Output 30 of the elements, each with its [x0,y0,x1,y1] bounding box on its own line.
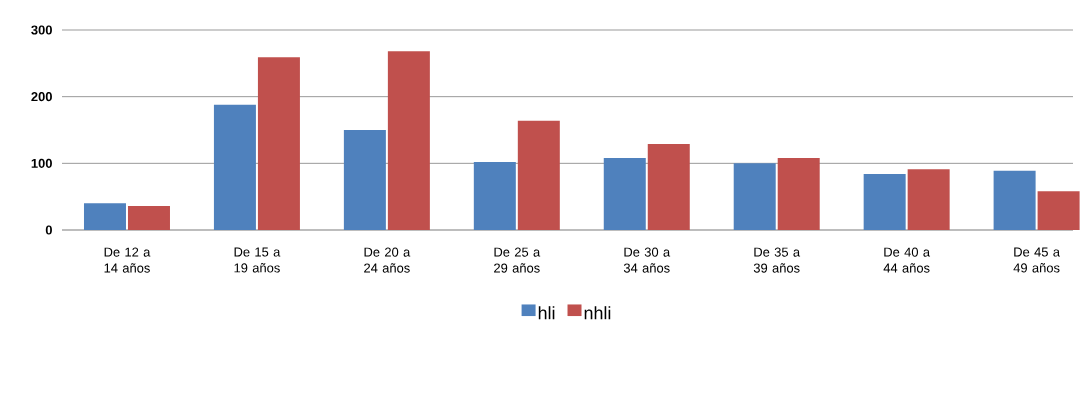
y-tick-label: 0 [45,225,52,235]
x-tick-label: De 40 a 44 años [883,247,931,273]
x-tick-label: De 20 a 24 años [364,247,411,273]
legend-label: nhli [584,306,611,320]
bar [603,158,646,230]
bar [257,57,300,230]
x-tick-label: De 30 a 34 años [623,247,671,273]
x-tick-label: De 12 a 14 años [104,247,151,273]
x-tick-label: De 35 a 39 años [753,247,801,273]
bar [517,120,560,230]
bar [993,170,1036,230]
bar [343,130,386,230]
bar [387,51,430,230]
bar [83,203,126,230]
legend-label: hli [538,306,555,320]
x-tick-label: De 45 a 49 años [1013,247,1060,273]
y-tick-label: 300 [31,25,52,35]
x-tick-label: De 25 a 29 años [494,247,541,273]
x-tick-label: De 15 a 19 años [234,247,281,273]
bar [863,174,906,230]
bar [473,162,516,230]
y-tick-label: 200 [31,92,52,102]
bar [733,163,776,230]
bar [213,104,256,230]
bar [777,158,820,230]
bar [127,206,170,230]
bar [647,144,690,230]
y-tick-label: 100 [31,158,52,168]
bar [907,169,950,230]
bar [1037,191,1080,230]
